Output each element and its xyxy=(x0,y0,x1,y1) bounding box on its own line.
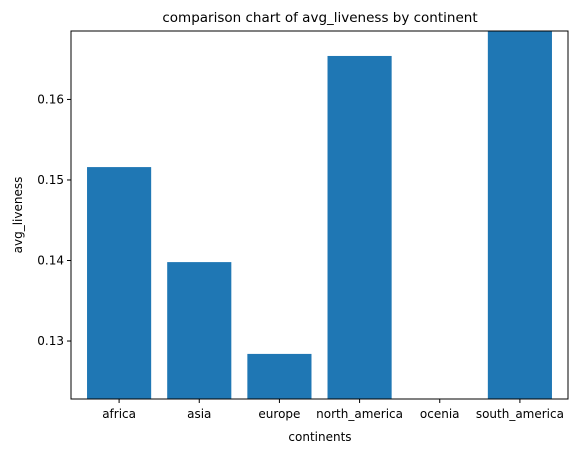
y-tick-label: 0.13 xyxy=(37,334,64,348)
bars-group xyxy=(87,31,552,399)
chart-title: comparison chart of avg_liveness by cont… xyxy=(162,10,477,26)
bar-africa xyxy=(87,167,152,399)
x-tick-label-ocenia: ocenia xyxy=(420,407,460,421)
x-tick-label-asia: asia xyxy=(187,407,211,421)
bar-europe xyxy=(247,353,312,399)
y-axis-ticks: 0.13 0.14 0.15 0.16 xyxy=(37,92,71,348)
y-axis-label: avg_liveness xyxy=(11,177,25,254)
bar-north_america xyxy=(327,55,392,399)
x-tick-label-north_america: north_america xyxy=(316,407,403,421)
y-tick-label: 0.14 xyxy=(37,253,64,267)
bar-south_america xyxy=(487,31,552,399)
y-tick-label: 0.15 xyxy=(37,173,64,187)
x-tick-label-south_america: south_america xyxy=(476,407,564,421)
x-axis-label: continents xyxy=(288,430,351,444)
plot-frame xyxy=(70,30,569,400)
bar-asia xyxy=(167,262,232,399)
x-tick-label-africa: africa xyxy=(102,407,136,421)
x-tick-label-europe: europe xyxy=(258,407,300,421)
x-axis-ticks: africa asia europe north_america ocenia south… xyxy=(102,399,564,421)
y-tick-label: 0.16 xyxy=(37,92,64,106)
